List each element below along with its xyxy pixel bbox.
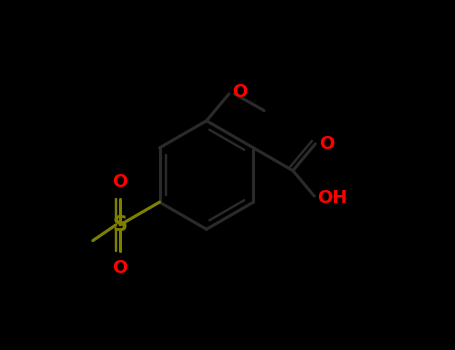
Text: S: S bbox=[113, 215, 127, 235]
Text: OH: OH bbox=[317, 189, 347, 207]
Text: O: O bbox=[112, 259, 128, 277]
Text: O: O bbox=[112, 173, 128, 190]
Text: O: O bbox=[232, 83, 247, 101]
Text: O: O bbox=[319, 135, 335, 153]
